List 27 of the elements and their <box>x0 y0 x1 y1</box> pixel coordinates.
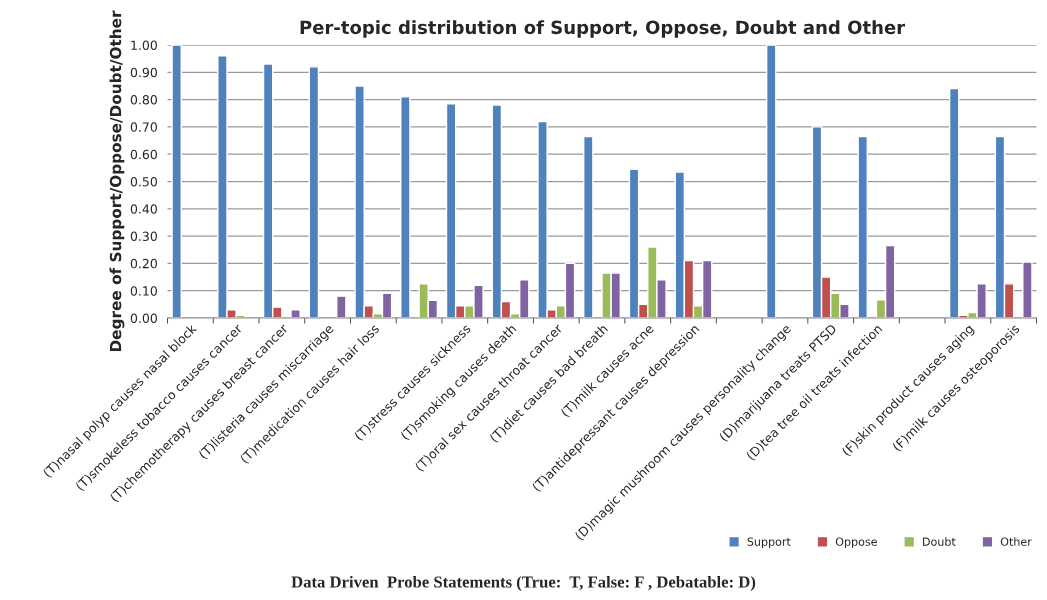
bar <box>765 45 777 318</box>
bar <box>290 309 301 318</box>
bar <box>400 96 411 318</box>
bar <box>336 295 347 318</box>
bar <box>308 66 320 318</box>
legend-label: Oppose <box>835 537 877 548</box>
y-tick-label: 0.00 <box>130 313 157 323</box>
x-axis-title: Data Driven Probe Statements (True: T, False: F , Debatable: D) <box>291 575 756 591</box>
legend-label: Support <box>747 537 791 548</box>
y-tick-label: 0.30 <box>130 231 157 242</box>
bar <box>171 45 182 318</box>
y-tick-label: 1.00 <box>131 40 157 50</box>
bar <box>1022 261 1033 318</box>
y-tick-label: 0.20 <box>130 258 157 269</box>
legend-label: Other <box>1000 537 1032 546</box>
y-tick-label: 0.10 <box>130 286 157 296</box>
legend-label: Doubt <box>923 537 956 546</box>
bar <box>583 135 594 318</box>
y-tick-label: 0.70 <box>130 122 157 132</box>
y-tick-label: 0.80 <box>130 95 157 105</box>
bar <box>857 135 868 318</box>
y-axis-title: Degree of Support/Oppose/Doubt/Other <box>109 10 125 352</box>
y-tick-label: 0.50 <box>130 176 157 187</box>
y-tick-label: 0.90 <box>130 67 157 78</box>
y-tick-label: 0.60 <box>130 149 157 160</box>
y-tick-label: 0.40 <box>130 204 157 214</box>
chart-title: Per-topic distribution of Support, Oppose, Doubt and Other <box>300 20 906 38</box>
